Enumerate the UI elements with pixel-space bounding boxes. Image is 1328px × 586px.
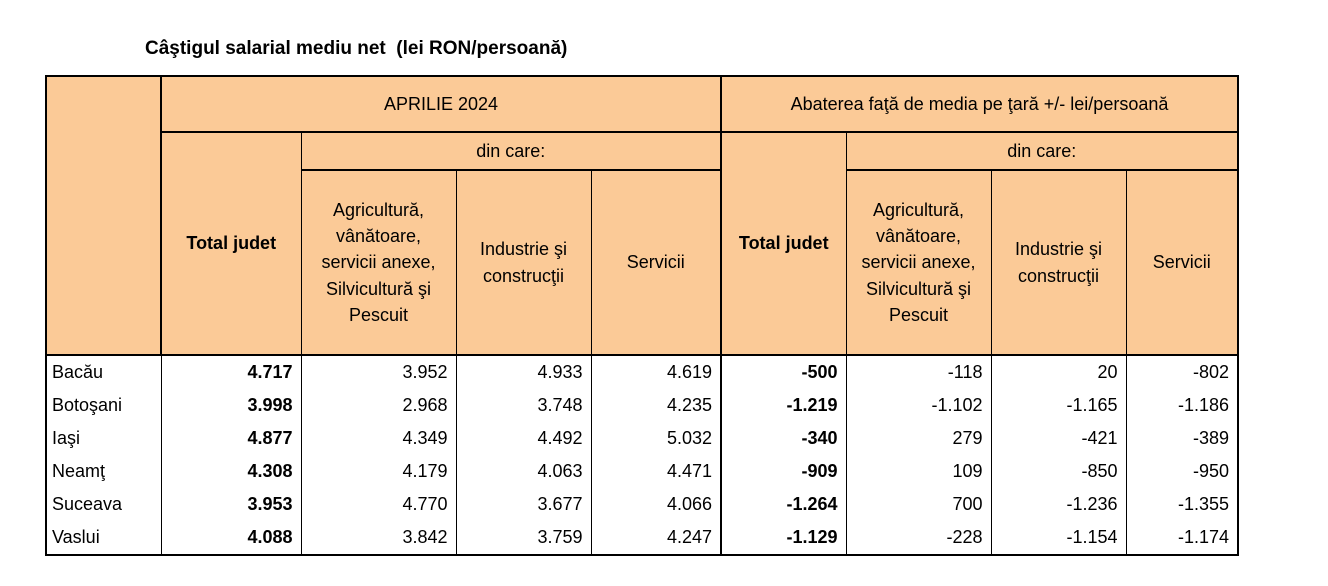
county-cell: Iaşi	[45, 422, 162, 455]
value-cell: 2.968	[300, 389, 457, 422]
value-cell: 279	[845, 422, 992, 455]
value-cell: -950	[1125, 455, 1239, 488]
value-cell: 5.032	[590, 422, 722, 455]
value-cell: 4.179	[300, 455, 457, 488]
page-title: Câştigul salarial mediu net (lei RON/per…	[145, 38, 568, 59]
table-row: Vaslui 4.088 3.842 3.759 4.247 -1.129 -2…	[45, 521, 1239, 555]
value-cell: -1.154	[990, 521, 1127, 555]
table-row: Suceava 3.953 4.770 3.677 4.066 -1.264 7…	[45, 488, 1239, 521]
value-cell: 3.998	[160, 389, 302, 422]
value-cell: 4.770	[300, 488, 457, 521]
salary-table: APRILIE 2024 Abaterea faţă de media pe ţ…	[45, 75, 1239, 556]
column-header-total-judet-2: Total judet	[720, 131, 847, 356]
county-cell: Bacău	[45, 355, 162, 389]
header-row-groups: APRILIE 2024 Abaterea faţă de media pe ţ…	[45, 75, 1239, 356]
value-cell: 4.308	[160, 455, 302, 488]
value-cell: 4.619	[590, 355, 722, 389]
value-cell: -1.165	[990, 389, 1127, 422]
value-cell: 4.088	[160, 521, 302, 555]
value-cell: 3.748	[455, 389, 592, 422]
value-cell: 700	[845, 488, 992, 521]
value-cell: -389	[1125, 422, 1239, 455]
table-row: Bacău 4.717 3.952 4.933 4.619 -500 -118 …	[45, 355, 1239, 389]
value-cell: -1.355	[1125, 488, 1239, 521]
table-row: Neamţ 4.308 4.179 4.063 4.471 -909 109 -…	[45, 455, 1239, 488]
column-header-industrie-2: Industrie şi construcţii	[990, 169, 1127, 356]
dincare-header-1: din care:	[300, 131, 722, 171]
column-header-industrie-1: Industrie şi construcţii	[455, 169, 592, 356]
value-cell: -1.174	[1125, 521, 1239, 555]
header-row-dincare: Total judet din care: Total judet din ca…	[46, 131, 1239, 356]
value-cell: 4.933	[455, 355, 592, 389]
column-header-total-judet-1: Total judet	[160, 131, 302, 356]
value-cell: 4.235	[590, 389, 722, 422]
table-row: Botoşani 3.998 2.968 3.748 4.235 -1.219 …	[45, 389, 1239, 422]
value-cell: 4.066	[590, 488, 722, 521]
value-cell: 4.349	[300, 422, 457, 455]
value-cell: -228	[845, 521, 992, 555]
header-row-branches: Agricultură, vânătoare, servicii anexe, …	[46, 169, 1239, 356]
value-cell: -1.236	[990, 488, 1127, 521]
value-cell: -1.219	[720, 389, 847, 422]
value-cell: 109	[845, 455, 992, 488]
group-header-abaterea: Abaterea faţă de media pe ţară +/- lei/p…	[720, 75, 1239, 133]
value-cell: -118	[845, 355, 992, 389]
value-cell: -1.102	[845, 389, 992, 422]
column-header-agricultura-2: Agricultură, vânătoare, servicii anexe, …	[845, 169, 992, 356]
value-cell: -340	[720, 422, 847, 455]
group-header-aprilie: APRILIE 2024	[160, 75, 722, 133]
county-cell: Vaslui	[45, 521, 162, 555]
value-cell: -850	[990, 455, 1127, 488]
table-row: Iaşi 4.877 4.349 4.492 5.032 -340 279 -4…	[45, 422, 1239, 455]
column-header-servicii-1: Servicii	[590, 169, 722, 356]
county-cell: Neamţ	[45, 455, 162, 488]
value-cell: -500	[720, 355, 847, 389]
value-cell: -802	[1125, 355, 1239, 389]
value-cell: 3.952	[300, 355, 457, 389]
dincare-header-2: din care:	[845, 131, 1239, 171]
county-cell: Suceava	[45, 488, 162, 521]
value-cell: 20	[990, 355, 1127, 389]
column-header-agricultura-1: Agricultură, vânătoare, servicii anexe, …	[300, 169, 457, 356]
value-cell: 3.953	[160, 488, 302, 521]
column-header-servicii-2: Servicii	[1125, 169, 1239, 356]
value-cell: -909	[720, 455, 847, 488]
value-cell: 3.842	[300, 521, 457, 555]
value-cell: 4.492	[455, 422, 592, 455]
value-cell: -421	[990, 422, 1127, 455]
value-cell: 4.877	[160, 422, 302, 455]
value-cell: 4.717	[160, 355, 302, 389]
corner-cell	[45, 75, 162, 356]
value-cell: -1.129	[720, 521, 847, 555]
value-cell: 4.063	[455, 455, 592, 488]
value-cell: 3.677	[455, 488, 592, 521]
county-cell: Botoşani	[45, 389, 162, 422]
value-cell: 4.247	[590, 521, 722, 555]
value-cell: 3.759	[455, 521, 592, 555]
value-cell: -1.264	[720, 488, 847, 521]
value-cell: 4.471	[590, 455, 722, 488]
value-cell: -1.186	[1125, 389, 1239, 422]
